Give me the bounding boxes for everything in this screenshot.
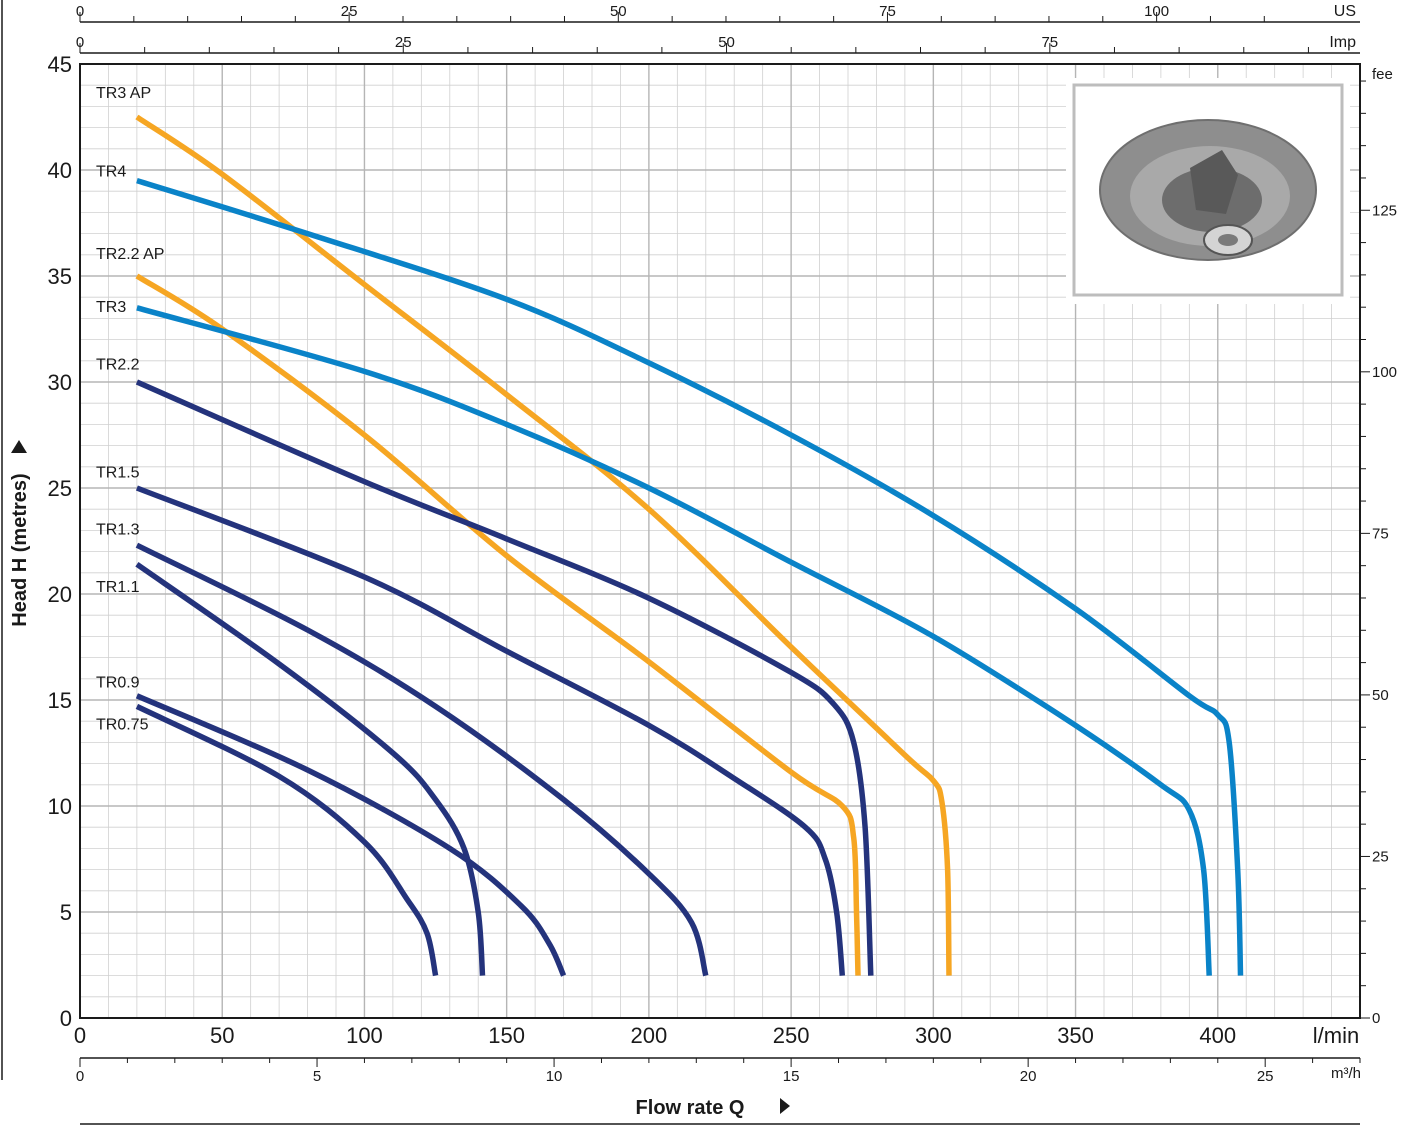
top-axis-tick-label: 100 (1144, 3, 1169, 20)
x-axis-title: Flow rate Q (636, 1097, 745, 1119)
m3h-tick-label: 25 (1257, 1068, 1274, 1085)
curve-tr3-ap (135, 114, 952, 976)
x-tick-label: 100 (346, 1023, 383, 1048)
top-axis-tick-label: 75 (879, 3, 896, 20)
y-tick-label: 20 (48, 582, 72, 607)
x-tick-label: 0 (74, 1023, 86, 1048)
curve-tr1-5 (135, 485, 846, 976)
curve-label-tr1-5: TR1.5 (96, 464, 140, 481)
top-axis-tick-label: 50 (610, 3, 627, 20)
curve-tr2-2 (135, 379, 874, 976)
x-tick-label: 200 (631, 1023, 668, 1048)
y-tick-label: 15 (48, 688, 72, 713)
x-unit-label: l/min (1313, 1023, 1359, 1048)
y-tick-label: 0 (60, 1006, 72, 1031)
top-axis-tick-label: 0 (76, 3, 84, 20)
x-tick-label: 400 (1199, 1023, 1236, 1048)
curve-labels: TR3 AP TR4 TR2.2 AP TR3 TR2.2 TR1.5 TR1.3 TR1.1… (96, 85, 164, 734)
m3h-tick-label: 5 (313, 1068, 321, 1085)
y-tick-label: 10 (48, 794, 72, 819)
curve-label-tr2-2: TR2.2 (96, 356, 140, 373)
y-tick-label: 25 (48, 476, 72, 501)
right-axis-tick-label: 0 (1372, 1010, 1380, 1027)
x-tick-label: 350 (1057, 1023, 1094, 1048)
y-tick-label: 30 (48, 370, 72, 395)
y-tick-label: 45 (48, 52, 72, 77)
y-tick-label: 40 (48, 158, 72, 183)
curve-label-tr1-3: TR1.3 (96, 522, 140, 539)
top-axis-tick-label: 50 (718, 34, 735, 51)
curve-label-tr0-75: TR0.75 (96, 717, 149, 734)
x-axis-arrow-icon (780, 1098, 790, 1114)
curve-label-tr4: TR4 (96, 163, 126, 180)
curve-tr1-3 (135, 542, 709, 977)
x-tick-label: 300 (915, 1023, 952, 1048)
top-axis-tick-label: 25 (341, 3, 358, 20)
top-axis-unit: Imp (1329, 34, 1356, 51)
curve-tr3 (136, 305, 1212, 976)
top-axis-tick-label: 25 (395, 34, 412, 51)
curve-label-tr0-9: TR0.9 (96, 674, 140, 691)
right-axis-tick-label: 50 (1372, 687, 1389, 704)
curve-tr2-2-ap (135, 273, 861, 976)
m3h-tick-label: 20 (1020, 1068, 1037, 1085)
x-tick-label: 150 (488, 1023, 525, 1048)
top-axis-tick-label: 75 (1041, 34, 1058, 51)
right-axis-tick-label: 125 (1372, 202, 1397, 219)
performance-curves (135, 114, 1244, 977)
y-tick-label: 35 (48, 264, 72, 289)
curve-label-tr1-1: TR1.1 (96, 579, 140, 596)
m3h-tick-label: 15 (783, 1068, 800, 1085)
curve-tr0-75 (135, 703, 439, 977)
plot-frame (1, 0, 1361, 1125)
x-tick-label: 250 (773, 1023, 810, 1048)
m3h-tick-label: 10 (546, 1068, 563, 1085)
right-axis-tick-label: 75 (1372, 525, 1389, 542)
right-axis-tick-label: 100 (1372, 364, 1397, 381)
y-tick-label: 5 (60, 900, 72, 925)
curve-tr1-1 (135, 562, 486, 976)
top-axis-unit: US (1334, 3, 1356, 20)
impeller-nut-bore (1218, 234, 1238, 246)
curve-label-tr3: TR3 (96, 299, 126, 316)
curve-label-tr3-ap: TR3 AP (96, 85, 151, 102)
impeller-photo-panel (1066, 78, 1350, 304)
curve-tr0-9 (135, 693, 567, 977)
right-axis-tick-label: 25 (1372, 848, 1389, 865)
right-axis-unit: fee (1372, 66, 1393, 83)
m3h-unit-label: m³/h (1331, 1065, 1361, 1082)
x-tick-label: 50 (210, 1023, 234, 1048)
m3h-tick-label: 0 (76, 1068, 84, 1085)
plot-border (79, 63, 1361, 1019)
y-axis-title: Head H (metres) (9, 473, 31, 626)
curve-label-tr2-2-ap: TR2.2 AP (96, 246, 164, 263)
y-axis-arrow-icon (11, 440, 27, 453)
top-axis-tick-label: 0 (76, 34, 84, 51)
impeller-vane (1190, 150, 1238, 214)
curve-tr4 (136, 177, 1244, 976)
